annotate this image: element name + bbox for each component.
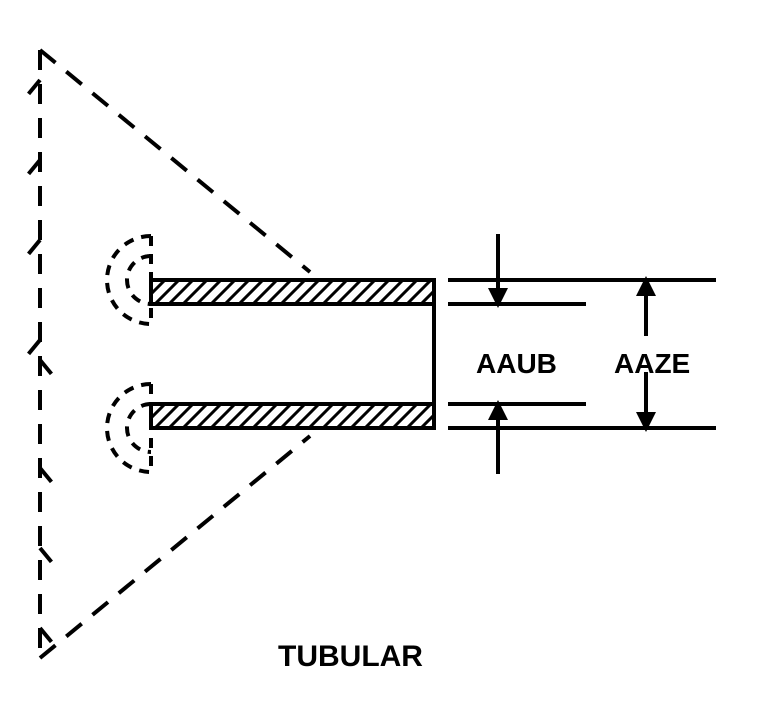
diagram-canvas: TUBULAR AAUB AAZE	[0, 0, 759, 712]
dimension-label-outer: AAZE	[614, 348, 690, 380]
caption-tubular: TUBULAR	[278, 640, 423, 674]
dimension-label-inner: AAUB	[476, 348, 557, 380]
